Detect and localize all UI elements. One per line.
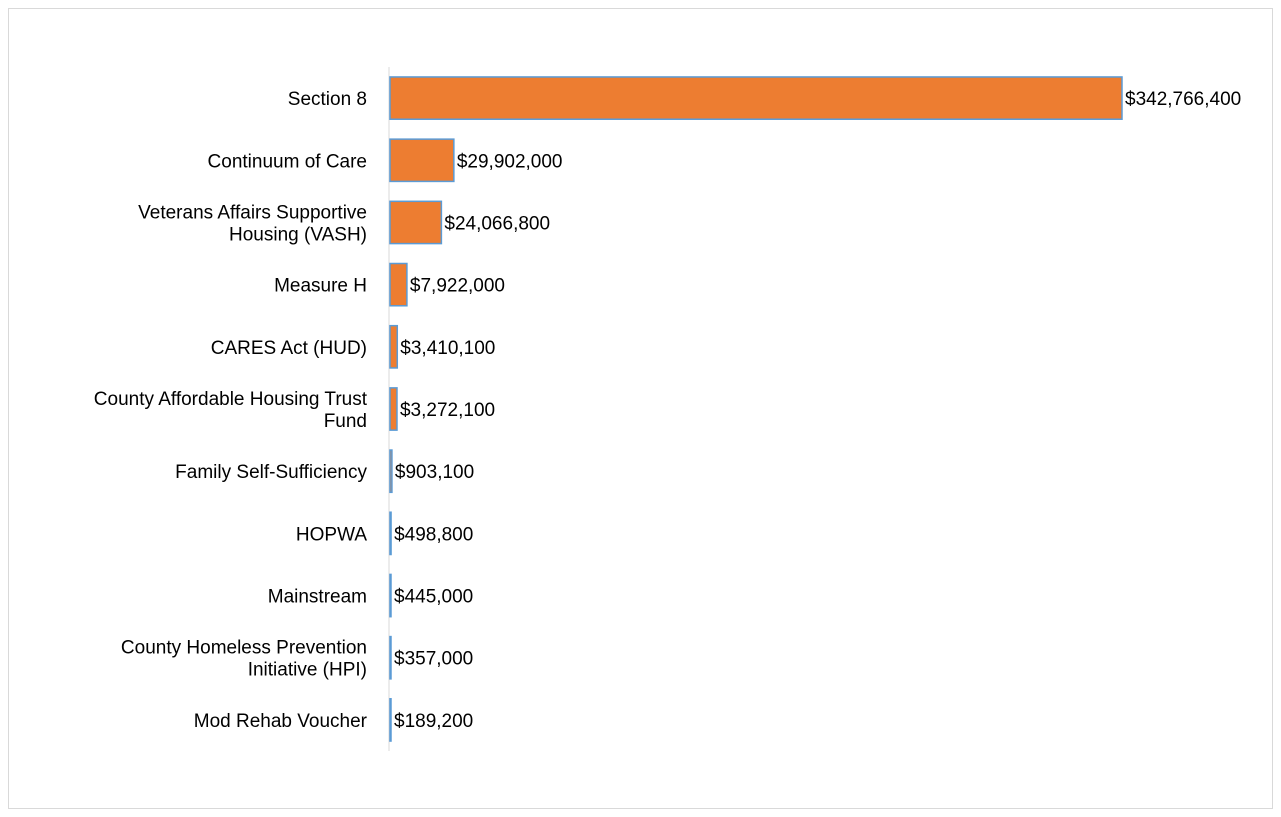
bar	[389, 387, 398, 431]
category-label: County Homeless Prevention Initiative (HP…	[121, 638, 367, 681]
category-label: County Affordable Housing Trust Fund	[94, 389, 368, 432]
data-label: $24,066,800	[444, 213, 550, 234]
category-label: Family Self-Sufficiency	[175, 462, 367, 483]
data-label: $903,100	[395, 462, 474, 483]
category-label: Measure H	[274, 276, 367, 297]
data-label: $445,000	[394, 587, 473, 608]
data-label: $498,800	[394, 524, 473, 545]
bar	[389, 511, 392, 556]
bar	[389, 698, 392, 742]
data-label: $7,922,000	[410, 276, 505, 297]
bars	[389, 76, 1123, 742]
category-label: Veterans Affairs Supportive Housing (VASH…	[138, 202, 367, 245]
bar	[389, 324, 399, 369]
bar	[389, 138, 455, 183]
data-label: $189,200	[394, 711, 473, 732]
category-label: HOPWA	[296, 524, 367, 545]
chart-frame	[8, 8, 1273, 809]
bar	[389, 635, 392, 680]
data-label: $3,272,100	[400, 400, 495, 421]
category-label: Mod Rehab Voucher	[194, 711, 368, 732]
data-label: $3,410,100	[400, 338, 495, 359]
data-label: $29,902,000	[457, 151, 563, 172]
bar	[389, 200, 443, 245]
bar	[389, 449, 393, 494]
category-label: Continuum of Care	[208, 151, 367, 172]
category-label: CARES Act (HUD)	[211, 338, 367, 359]
bar	[389, 76, 1123, 120]
bar	[389, 262, 408, 307]
data-label: $342,766,400	[1125, 89, 1241, 110]
category-labels: Section 8 Continuum of Care Veterans Affai…	[94, 89, 368, 732]
category-label: Section 8	[288, 89, 367, 110]
data-label: $357,000	[394, 649, 473, 670]
bar	[389, 573, 392, 618]
data-labels: $342,766,400 $29,902,000 $24,066,800 $7,922…	[394, 89, 1241, 732]
category-label: Mainstream	[268, 587, 367, 608]
